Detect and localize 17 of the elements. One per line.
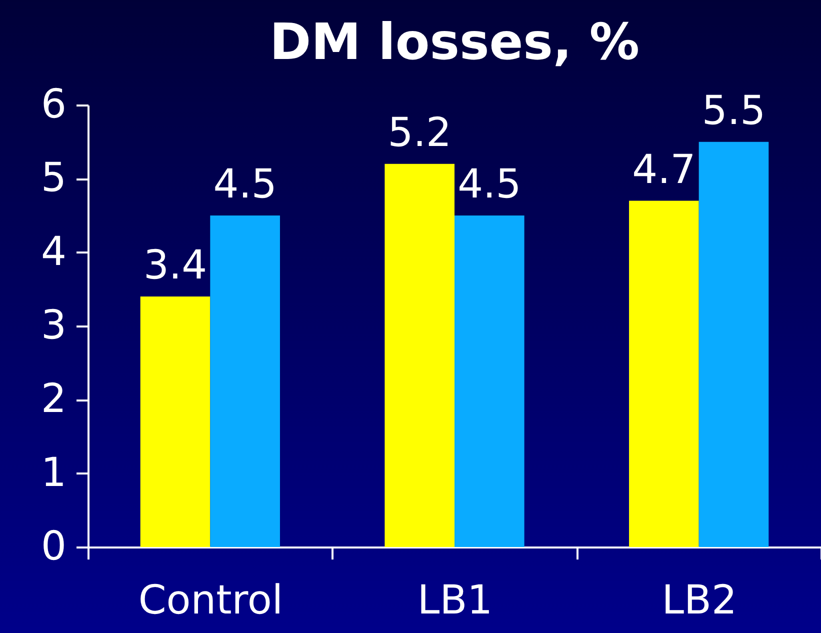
y-tick-label: 3 (41, 302, 66, 348)
x-tick-label: LB1 (417, 578, 493, 624)
data-label: 4.7 (632, 146, 696, 193)
y-tick-label: 6 (41, 82, 66, 128)
y-tick-label: 0 (41, 524, 66, 570)
data-label: 3.4 (143, 242, 208, 289)
chart-title: DM losses, % (270, 13, 640, 71)
x-tick-label: LB2 (662, 578, 737, 624)
y-tick-label: 4 (41, 228, 66, 275)
y-tick-label: 2 (41, 376, 66, 422)
data-label: 4.5 (213, 162, 277, 208)
data-label: 5.5 (702, 88, 766, 134)
data-label: 4.5 (458, 162, 522, 208)
data-label: 5.2 (388, 110, 452, 156)
y-tick-label: 5 (41, 155, 66, 202)
x-tick-label: Control (138, 578, 283, 624)
y-tick-label: 1 (41, 450, 66, 496)
